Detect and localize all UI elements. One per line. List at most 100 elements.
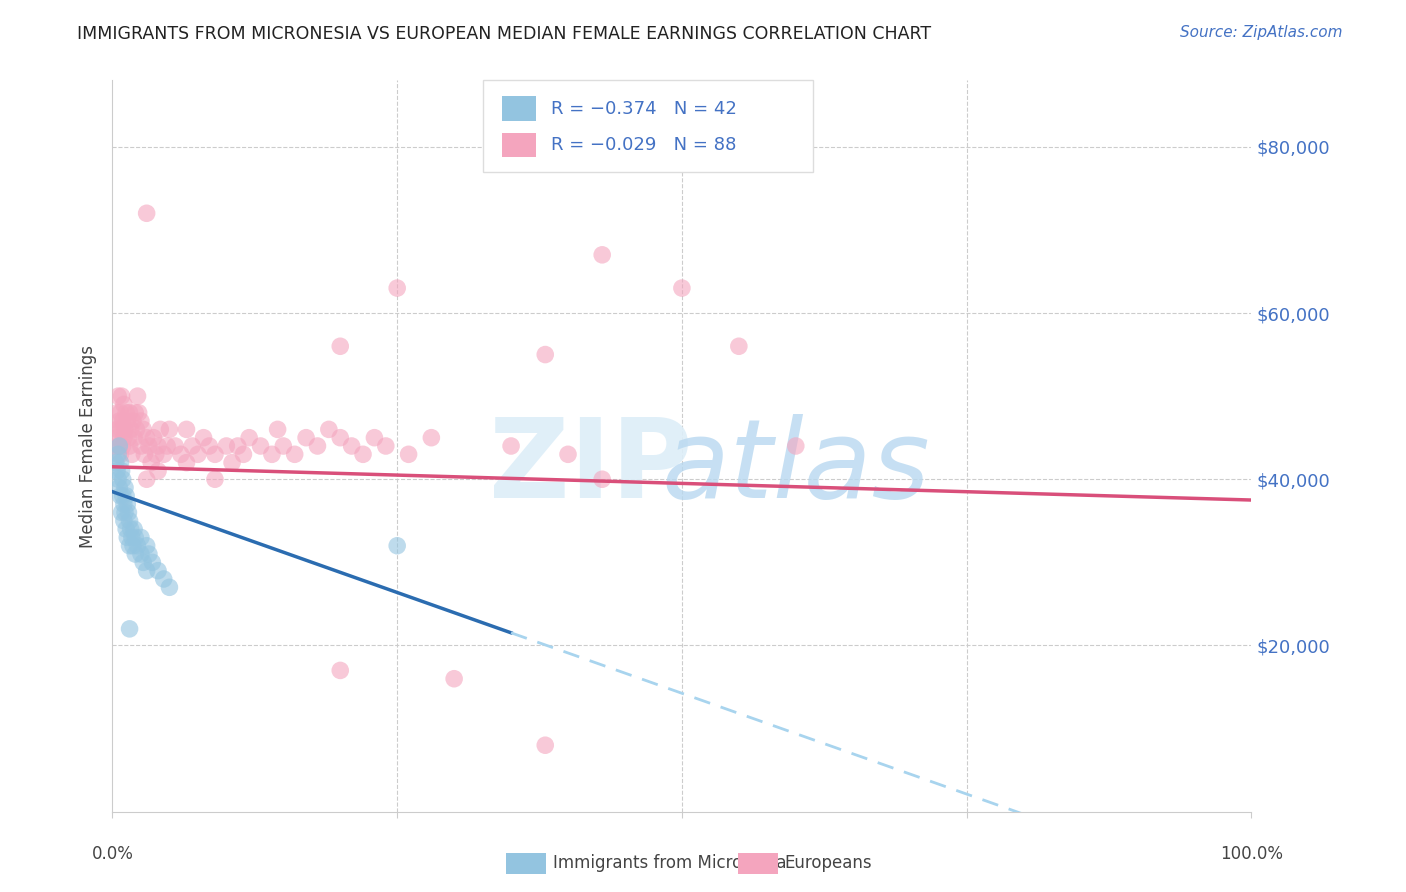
Text: Source: ZipAtlas.com: Source: ZipAtlas.com [1180, 25, 1343, 40]
Point [104, 456, 127, 470]
Point [118, 539, 141, 553]
Point [138, 439, 160, 453]
Point [127, 539, 149, 553]
Point [114, 481, 136, 495]
Point [107, 422, 129, 436]
Point [115, 406, 138, 420]
Point [204, 447, 226, 461]
Point [534, 347, 557, 362]
Point [146, 439, 169, 453]
Point [110, 506, 132, 520]
Point [145, 447, 167, 461]
Point [176, 422, 198, 436]
Point [125, 422, 148, 436]
Point [118, 439, 141, 453]
Y-axis label: Median Female Earnings: Median Female Earnings [79, 344, 97, 548]
Point [385, 539, 409, 553]
Point [307, 439, 329, 453]
Text: ZIP: ZIP [489, 415, 693, 522]
Point [122, 414, 145, 428]
Point [141, 456, 163, 470]
Point [295, 431, 318, 445]
Text: R = −0.374   N = 42: R = −0.374 N = 42 [551, 100, 737, 118]
Point [114, 422, 136, 436]
Text: 0.0%: 0.0% [91, 845, 134, 863]
Point [260, 447, 283, 461]
Point [115, 489, 138, 503]
Point [105, 464, 128, 478]
Point [121, 447, 143, 461]
Point [385, 281, 409, 295]
Point [266, 422, 288, 436]
Point [117, 530, 139, 544]
Point [118, 406, 141, 420]
Point [138, 547, 160, 561]
Point [329, 339, 352, 353]
Point [117, 497, 139, 511]
Point [118, 622, 141, 636]
Point [110, 422, 132, 436]
Point [107, 389, 129, 403]
Point [193, 431, 215, 445]
Point [149, 422, 172, 436]
Point [135, 206, 157, 220]
Point [107, 472, 129, 486]
Point [122, 431, 145, 445]
Text: R = −0.029   N = 88: R = −0.029 N = 88 [551, 136, 737, 154]
Point [110, 447, 132, 461]
Point [728, 339, 751, 353]
Point [176, 456, 198, 470]
Point [156, 439, 179, 453]
Point [120, 522, 142, 536]
Point [398, 447, 420, 461]
Point [108, 481, 131, 495]
Point [785, 439, 807, 453]
Point [135, 564, 157, 578]
Point [129, 414, 152, 428]
Point [115, 522, 138, 536]
Point [110, 406, 132, 420]
Point [142, 431, 165, 445]
Bar [502, 133, 536, 157]
Point [152, 447, 174, 461]
Point [159, 422, 180, 436]
Point [110, 456, 132, 470]
Point [329, 664, 352, 678]
Point [132, 555, 155, 569]
Point [340, 439, 363, 453]
Point [159, 580, 180, 594]
Text: atlas: atlas [661, 415, 931, 522]
Point [443, 672, 465, 686]
Point [124, 530, 146, 544]
Point [591, 472, 613, 486]
Point [557, 447, 579, 461]
Point [104, 422, 127, 436]
Point [284, 447, 307, 461]
Point [128, 406, 150, 420]
Point [118, 514, 141, 528]
Point [134, 447, 156, 461]
Point [117, 431, 139, 445]
Point [152, 572, 174, 586]
Point [591, 248, 613, 262]
Point [107, 447, 129, 461]
Point [108, 439, 131, 453]
Point [110, 464, 132, 478]
Point [105, 431, 128, 445]
Point [111, 414, 134, 428]
Point [221, 456, 243, 470]
Point [187, 447, 209, 461]
Point [329, 431, 352, 445]
Point [122, 522, 145, 536]
Point [117, 414, 139, 428]
Point [671, 281, 693, 295]
Point [120, 422, 142, 436]
Point [318, 422, 340, 436]
Point [249, 439, 271, 453]
Point [112, 397, 135, 411]
Point [121, 530, 143, 544]
Point [111, 472, 134, 486]
Point [104, 439, 127, 453]
Point [204, 472, 226, 486]
Point [112, 431, 135, 445]
